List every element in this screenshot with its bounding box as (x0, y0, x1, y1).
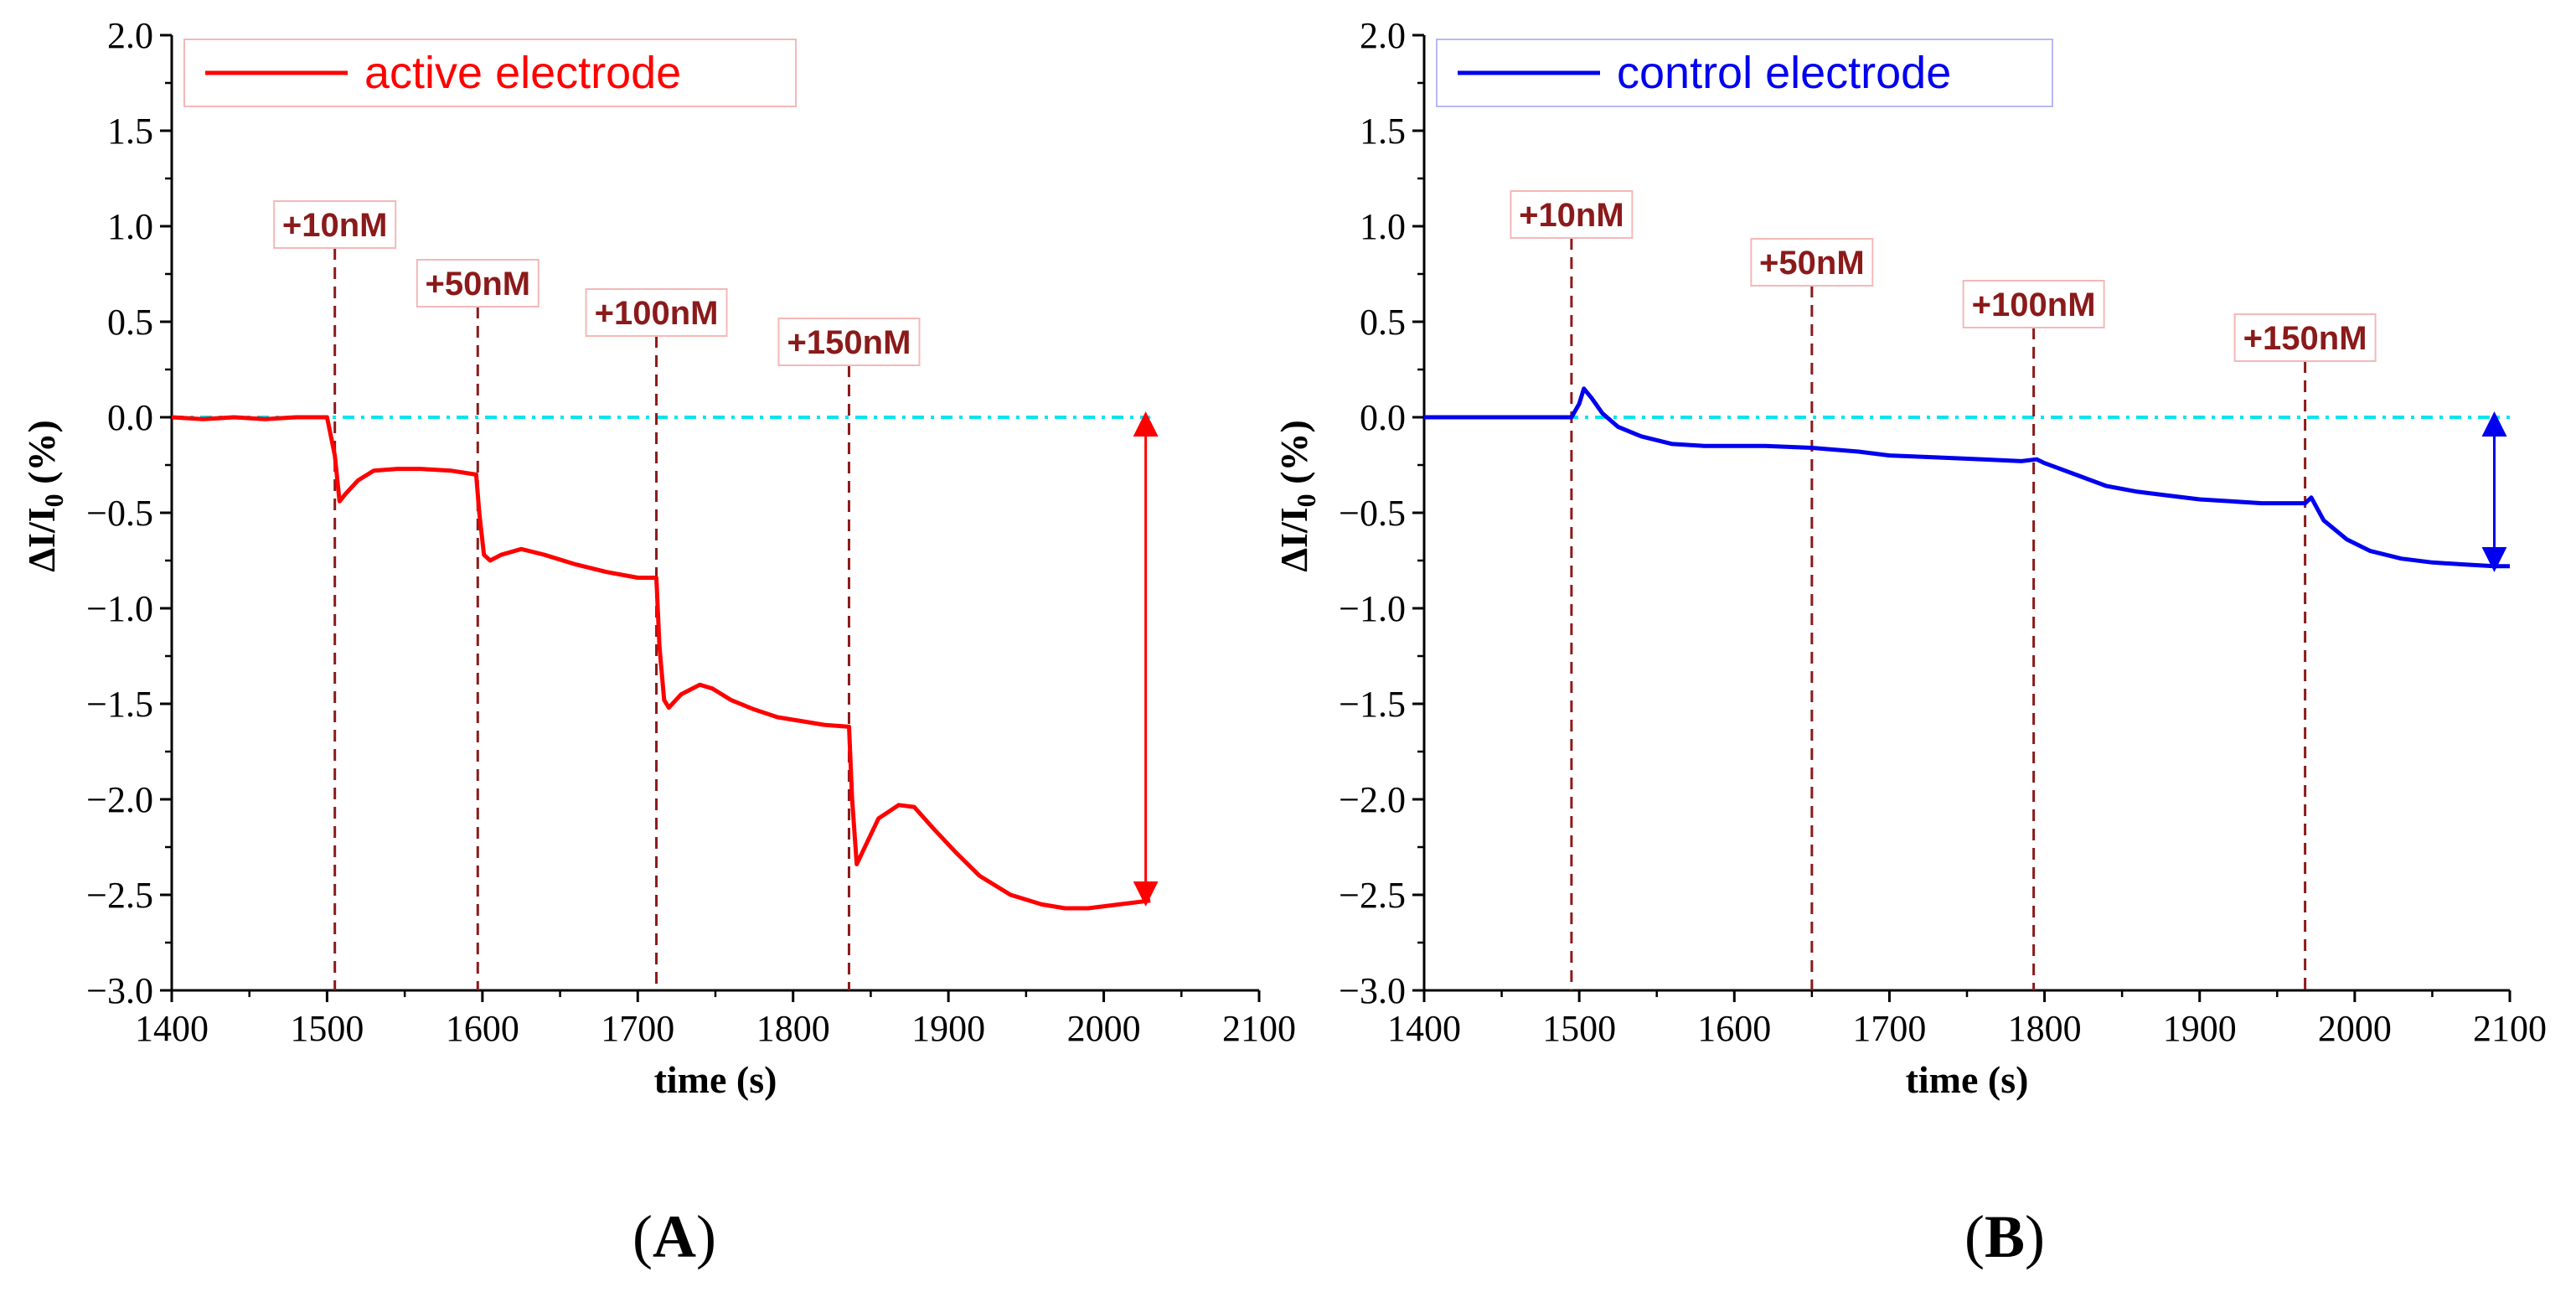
x-tick-label: 1600 (446, 1008, 519, 1049)
y-tick-label: 0.5 (1360, 302, 1406, 343)
x-axis-title: time (s) (654, 1058, 777, 1101)
y-axis-title-main: ΔI/I (20, 507, 63, 571)
y-axis-title-main: ΔI/I (1273, 507, 1315, 571)
y-tick-label: −0.5 (1339, 493, 1406, 534)
y-axis-title-unit: (%) (20, 420, 63, 494)
addition-label-box (273, 200, 397, 249)
addition-label: +150nM (787, 324, 911, 361)
x-tick-label: 1500 (290, 1008, 364, 1049)
x-tick-label: 1800 (2008, 1008, 2082, 1049)
x-tick-label: 1900 (2163, 1008, 2237, 1049)
y-tick-label: −0.5 (86, 493, 153, 534)
y-axis-title-unit: (%) (1273, 420, 1315, 494)
legend-label: active electrode (364, 48, 681, 98)
x-tick-label: 1400 (135, 1008, 209, 1049)
y-tick-label: 1.0 (107, 206, 153, 247)
y-tick-label: 2.0 (1360, 15, 1406, 56)
panel-label: (B) (1964, 1203, 2045, 1270)
x-tick-label: 1800 (756, 1008, 830, 1049)
y-tick-label: 1.5 (1360, 111, 1406, 152)
addition-label: +50nM (1759, 245, 1865, 282)
y-tick-label: 0.0 (1360, 397, 1406, 438)
addition-label: +10nM (282, 207, 388, 244)
y-tick-label: −3.0 (1339, 970, 1406, 1011)
x-tick-label: 2100 (1222, 1008, 1296, 1049)
x-tick-label: 1700 (601, 1008, 674, 1049)
x-axis-title: time (s) (1906, 1058, 2029, 1101)
addition-label-box (1962, 280, 2105, 328)
chart-panel-a: 2.01.51.00.50.0−0.5−1.0−1.5−2.0−2.5−3.01… (20, 15, 1296, 1270)
addition-label: +10nM (1519, 197, 1624, 234)
y-tick-label: 0.0 (107, 397, 153, 438)
addition-label: +50nM (425, 266, 530, 302)
y-tick-label: −1.0 (86, 588, 153, 629)
x-tick-label: 1400 (1387, 1008, 1461, 1049)
x-tick-label: 1700 (1852, 1008, 1926, 1049)
y-axis-title-subscript: 0 (39, 494, 69, 507)
y-tick-label: −1.5 (1339, 684, 1406, 725)
panel-label-paren-open: ( (1964, 1203, 1985, 1270)
y-tick-label: 1.5 (107, 111, 153, 152)
x-tick-label: 1600 (1697, 1008, 1771, 1049)
series-line-active-electrode (171, 415, 1151, 911)
panel-label-letter: B (1985, 1203, 2025, 1270)
panel-label-paren-open: ( (632, 1203, 653, 1270)
addition-label-box (777, 318, 921, 366)
legend-box (1436, 39, 2053, 107)
y-tick-label: 1.0 (1360, 206, 1406, 247)
addition-label: +150nM (2243, 320, 2367, 357)
y-tick-label: −1.5 (86, 684, 153, 725)
y-tick-label: −2.0 (86, 779, 153, 820)
addition-label-box (416, 259, 539, 307)
addition-label-box (1510, 190, 1634, 239)
y-tick-label: 0.5 (107, 302, 153, 343)
x-tick-label: 2000 (2318, 1008, 2392, 1049)
x-tick-label: 1900 (911, 1008, 985, 1049)
addition-label: +100nM (595, 295, 719, 332)
y-tick-label: −2.0 (1339, 779, 1406, 820)
y-tick-label: −3.0 (86, 970, 153, 1011)
addition-label: +100nM (1972, 287, 2096, 323)
y-tick-label: −2.5 (1339, 875, 1406, 916)
panel-label-paren-close: ) (696, 1203, 716, 1270)
panel-label-letter: A (653, 1203, 696, 1270)
addition-label-box (1750, 238, 1874, 287)
chart-panel-b: 2.01.51.00.50.0−0.5−1.0−1.5−2.0−2.5−3.01… (1273, 15, 2547, 1270)
series-line-control-electrode (1424, 386, 2510, 569)
legend-label: control electrode (1617, 48, 1951, 98)
x-tick-label: 2100 (2473, 1008, 2547, 1049)
y-tick-label: −2.5 (86, 875, 153, 916)
x-tick-label: 1500 (1542, 1008, 1616, 1049)
y-tick-label: −1.0 (1339, 588, 1406, 629)
y-axis-title-subscript: 0 (1291, 494, 1321, 507)
y-axis-title: ΔI/I0 (%) (20, 420, 69, 572)
addition-label-box (585, 288, 728, 337)
panel-label: (A) (632, 1203, 716, 1270)
panel-label-paren-close: ) (2025, 1203, 2045, 1270)
y-axis-title: ΔI/I0 (%) (1273, 420, 1321, 572)
addition-label-box (2233, 313, 2377, 362)
x-tick-label: 2000 (1067, 1008, 1141, 1049)
y-tick-label: 2.0 (107, 15, 153, 56)
